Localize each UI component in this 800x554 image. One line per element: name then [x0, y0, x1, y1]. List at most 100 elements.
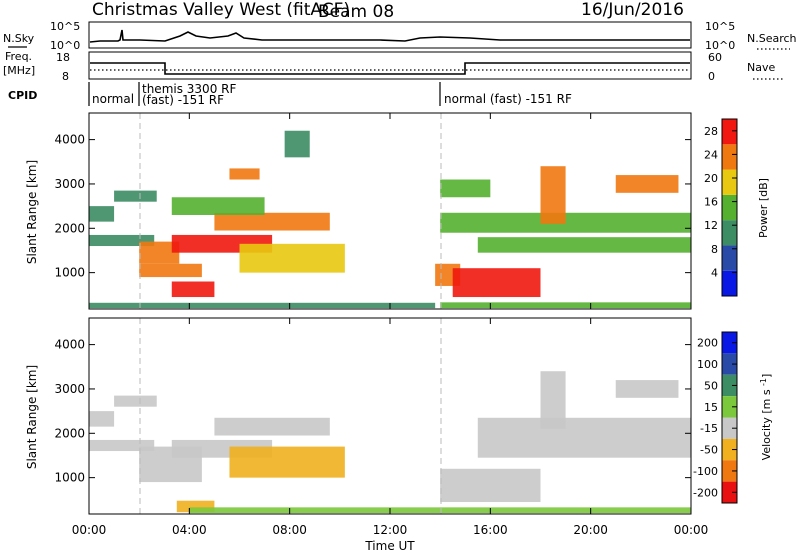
nave-label: Nave	[747, 61, 775, 74]
power-colorbar-tick-4: 20	[704, 172, 718, 185]
cpid-segment-0: normal	[92, 92, 134, 106]
power-colorbar-cell-5	[722, 144, 737, 170]
velocity-colorbar-cell-3	[722, 396, 737, 418]
power-colorbar-cell-6	[722, 119, 737, 145]
velocity-ytick-label-3: 4000	[54, 338, 85, 352]
freq-series	[90, 62, 690, 75]
power-colorbar-cell-3	[722, 194, 737, 221]
velocity-colorbar-label-sup: -1	[759, 378, 768, 386]
nsky-tick-bottom: 10^0	[50, 39, 80, 52]
velocity-colorbar-tick-2: 50	[704, 379, 718, 392]
velocity-colorbar-cell-1	[722, 353, 737, 375]
velocity-echo-region-10	[540, 371, 566, 429]
power-colorbar-ticks: 4 8 12 16 20 24 28	[704, 125, 737, 279]
beam-label: Beam 08	[318, 2, 394, 22]
velocity-colorbar-tick-7: -200	[693, 486, 718, 499]
power-ytick-label-1: 2000	[54, 221, 85, 235]
nave-tick-top: 60	[708, 51, 722, 64]
xtick-label-0: 00:00	[72, 523, 107, 537]
velocity-ytick-label-2: 3000	[54, 382, 85, 396]
nsearch-tick-top: 10^5	[705, 20, 735, 33]
power-y-ticks: 1000 2000 3000 4000	[54, 133, 691, 280]
time-axis-label: Time UT	[364, 539, 415, 553]
velocity-echo-region-11	[615, 380, 679, 398]
cpid-label: CPID	[8, 89, 37, 102]
power-echo-region-12	[89, 302, 436, 309]
xtick-label-1: 04:00	[172, 523, 207, 537]
velocity-echo-region-6	[229, 446, 345, 478]
date-label: 16/Jun/2016	[581, 0, 684, 20]
velocity-panel-frame	[88, 317, 692, 515]
power-echo-region-16	[477, 237, 691, 253]
power-ylabel: Slant Range [km]	[25, 160, 39, 264]
velocity-colorbar-ticks: 200 100 50 15 -15 -50 -100 -200	[693, 337, 737, 499]
power-echo-region-1	[89, 234, 155, 247]
power-colorbar-tick-2: 12	[704, 219, 718, 232]
power-echo-region-7	[214, 212, 330, 231]
xtick-label-3: 12:00	[373, 523, 408, 537]
power-colorbar-tick-1: 8	[711, 243, 718, 256]
velocity-echo-region-12	[189, 507, 692, 514]
velocity-colorbar-label-text: Velocity [m s	[760, 389, 773, 460]
power-echo-region-20	[440, 302, 691, 309]
power-colorbar-label: Power [dB]	[757, 178, 770, 238]
xtick-label-2: 08:00	[272, 523, 307, 537]
nsearch-tick-bottom: 10^0	[705, 39, 735, 52]
velocity-colorbar-cell-2	[722, 374, 737, 397]
velocity-colorbar-cells	[722, 332, 737, 503]
xtick-label-6: 00:00	[674, 523, 709, 537]
velocity-colorbar-tick-3: 15	[704, 401, 718, 414]
cpid-segment-1-line2: (fast) -151 RF	[142, 93, 224, 107]
power-colorbar-frame	[721, 118, 738, 297]
power-echo-region-15	[440, 179, 491, 198]
velocity-colorbar-tick-4: -15	[700, 422, 718, 435]
velocity-colorbar-tick-1: 100	[697, 358, 718, 371]
power-echo-region-18	[540, 166, 566, 224]
power-echo-region-8	[171, 197, 265, 215]
velocity-echo-region-2	[114, 395, 157, 407]
cpid-segment-2: normal (fast) -151 RF	[444, 92, 572, 106]
velocity-ytick-label-1: 2000	[54, 426, 85, 440]
power-ytick-label-3: 4000	[54, 133, 85, 147]
power-echo-region-19	[615, 175, 679, 193]
velocity-echo-region-9	[477, 417, 691, 458]
velocity-colorbar-tick-5: -50	[700, 444, 718, 457]
power-panel: 1000 2000 3000 4000 Slant Range [km]	[25, 112, 692, 310]
velocity-heatmap-data	[89, 371, 692, 514]
freq-tick-top: 18	[56, 51, 70, 64]
nsky-tick-top: 10^5	[50, 20, 80, 33]
power-colorbar-tick-6: 28	[704, 125, 718, 138]
power-heatmap-data	[89, 130, 691, 309]
velocity-panel: 1000 2000 3000 4000 00:00 04:00 08:00 12:00 16:…	[25, 317, 709, 553]
velocity-echo-region-0	[89, 411, 115, 427]
nsky-series	[89, 29, 690, 43]
freq-unit: [MHz]	[3, 64, 35, 77]
power-echo-region-4	[139, 263, 202, 278]
velocity-colorbar-tick-0: 200	[697, 337, 718, 350]
velocity-ylabel: Slant Range [km]	[25, 365, 39, 469]
velocity-colorbar-tick-6: -100	[693, 465, 718, 478]
power-echo-region-11	[284, 130, 310, 158]
velocity-colorbar-cell-4	[722, 417, 737, 439]
nsky-label: N.Sky	[3, 32, 35, 45]
power-colorbar-cells	[722, 119, 737, 296]
cpid-segment-1-line1: themis 3300 RF	[142, 82, 236, 96]
nave-tick-bottom: 0	[708, 70, 715, 83]
power-colorbar-cell-0	[722, 270, 737, 296]
xtick-label-4: 16:00	[473, 523, 508, 537]
nsky-panel-frame	[88, 21, 692, 49]
power-colorbar-cell-1	[722, 245, 737, 271]
velocity-colorbar: 200 100 50 15 -15 -50 -100 -200 Velocity [m s -…	[693, 331, 773, 504]
velocity-colorbar-label-rest: ]	[760, 374, 773, 378]
velocity-echo-region-5	[214, 417, 330, 436]
velocity-colorbar-cell-6	[722, 460, 737, 482]
velocity-colorbar-cell-0	[722, 332, 737, 354]
power-colorbar: 4 8 12 16 20 24 28 Power [dB]	[704, 118, 770, 297]
freq-panel-frame	[88, 51, 692, 80]
power-colorbar-tick-5: 24	[704, 148, 718, 161]
power-echo-region-9	[229, 168, 260, 180]
power-x-ticks	[88, 113, 692, 309]
power-echo-region-0	[89, 206, 115, 222]
power-colorbar-tick-3: 16	[704, 196, 718, 209]
